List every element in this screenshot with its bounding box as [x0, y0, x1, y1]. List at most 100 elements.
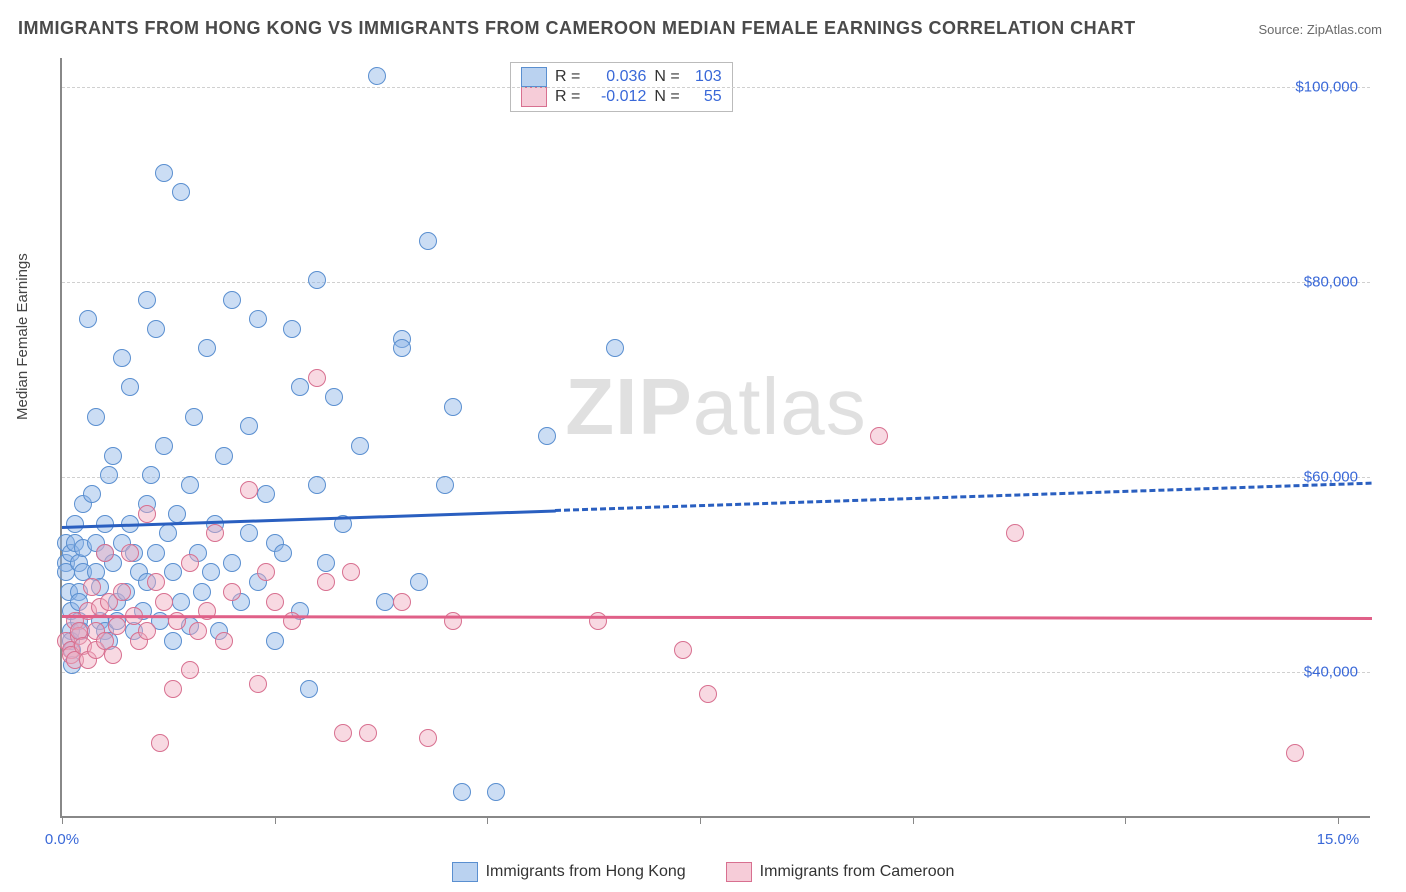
scatter-point-b — [359, 724, 377, 742]
trend-line — [555, 482, 1372, 512]
scatter-point-b — [257, 563, 275, 581]
scatter-point-b — [108, 617, 126, 635]
legend-item-a: Immigrants from Hong Kong — [452, 862, 686, 882]
scatter-point-a — [159, 524, 177, 542]
n-value-b: 55 — [688, 88, 722, 106]
scatter-point-a — [202, 563, 220, 581]
y-axis-label: Median Female Earnings — [14, 253, 31, 420]
scatter-point-a — [193, 583, 211, 601]
scatter-point-a — [198, 339, 216, 357]
scatter-point-a — [283, 320, 301, 338]
scatter-point-b — [249, 675, 267, 693]
scatter-point-b — [138, 622, 156, 640]
scatter-point-b — [155, 593, 173, 611]
watermark: ZIPatlas — [565, 361, 866, 453]
scatter-point-a — [104, 447, 122, 465]
scatter-point-b — [1286, 744, 1304, 762]
scatter-point-a — [368, 67, 386, 85]
r-row-a: R = 0.036 N = 103 — [521, 67, 722, 87]
scatter-point-a — [113, 349, 131, 367]
scatter-point-a — [487, 783, 505, 801]
scatter-point-a — [249, 310, 267, 328]
scatter-point-a — [168, 505, 186, 523]
scatter-point-a — [164, 563, 182, 581]
scatter-point-b — [266, 593, 284, 611]
scatter-point-a — [274, 544, 292, 562]
gridline-h — [62, 477, 1370, 478]
scatter-point-a — [257, 485, 275, 503]
scatter-point-b — [215, 632, 233, 650]
y-tick-label: $80,000 — [1304, 274, 1358, 291]
swatch-b-icon — [521, 87, 547, 107]
chart-title: IMMIGRANTS FROM HONG KONG VS IMMIGRANTS … — [18, 18, 1136, 39]
scatter-point-a — [351, 437, 369, 455]
scatter-point-b — [181, 554, 199, 572]
scatter-point-a — [223, 291, 241, 309]
scatter-point-a — [181, 476, 199, 494]
y-tick-label: $100,000 — [1295, 79, 1358, 96]
scatter-point-a — [453, 783, 471, 801]
scatter-point-b — [308, 369, 326, 387]
scatter-point-a — [147, 544, 165, 562]
gridline-h — [62, 672, 1370, 673]
scatter-point-b — [317, 573, 335, 591]
gridline-h — [62, 282, 1370, 283]
scatter-point-a — [410, 573, 428, 591]
gridline-h — [62, 87, 1370, 88]
scatter-point-b — [870, 427, 888, 445]
scatter-point-b — [104, 646, 122, 664]
trend-line — [62, 615, 1372, 620]
scatter-point-b — [121, 544, 139, 562]
scatter-point-a — [419, 232, 437, 250]
scatter-point-a — [393, 339, 411, 357]
x-tick — [1125, 816, 1126, 824]
x-tick — [1338, 816, 1339, 824]
source-label: Source: ZipAtlas.com — [1258, 22, 1382, 37]
r-row-b: R = -0.012 N = 55 — [521, 87, 722, 107]
x-tick — [913, 816, 914, 824]
scatter-point-b — [674, 641, 692, 659]
scatter-point-a — [291, 378, 309, 396]
scatter-point-a — [606, 339, 624, 357]
scatter-point-a — [266, 632, 284, 650]
scatter-point-b — [240, 481, 258, 499]
scatter-point-b — [181, 661, 199, 679]
r-value-b: -0.012 — [588, 88, 646, 106]
scatter-point-a — [172, 183, 190, 201]
scatter-point-a — [100, 466, 118, 484]
scatter-point-a — [142, 466, 160, 484]
scatter-point-a — [138, 291, 156, 309]
x-tick — [275, 816, 276, 824]
scatter-point-a — [172, 593, 190, 611]
scatter-point-a — [317, 554, 335, 572]
swatch-a-icon — [521, 67, 547, 87]
scatter-point-b — [83, 578, 101, 596]
scatter-point-a — [538, 427, 556, 445]
x-tick — [700, 816, 701, 824]
scatter-point-b — [1006, 524, 1024, 542]
scatter-point-a — [308, 476, 326, 494]
scatter-point-a — [121, 378, 139, 396]
x-tick-label: 0.0% — [45, 831, 79, 848]
swatch-b-icon — [726, 862, 752, 882]
scatter-point-a — [155, 437, 173, 455]
scatter-point-a — [66, 515, 84, 533]
scatter-point-b — [138, 505, 156, 523]
scatter-point-a — [376, 593, 394, 611]
scatter-point-a — [185, 408, 203, 426]
scatter-point-b — [223, 583, 241, 601]
scatter-point-a — [215, 447, 233, 465]
scatter-point-b — [147, 573, 165, 591]
scatter-point-b — [393, 593, 411, 611]
scatter-point-a — [87, 408, 105, 426]
scatter-point-a — [444, 398, 462, 416]
x-tick — [62, 816, 63, 824]
scatter-point-a — [300, 680, 318, 698]
scatter-point-a — [308, 271, 326, 289]
scatter-point-a — [79, 310, 97, 328]
bottom-legend: Immigrants from Hong Kong Immigrants fro… — [0, 852, 1406, 892]
scatter-point-b — [164, 680, 182, 698]
y-tick-label: $40,000 — [1304, 663, 1358, 680]
scatter-point-a — [155, 164, 173, 182]
legend-label-a: Immigrants from Hong Kong — [486, 863, 686, 881]
